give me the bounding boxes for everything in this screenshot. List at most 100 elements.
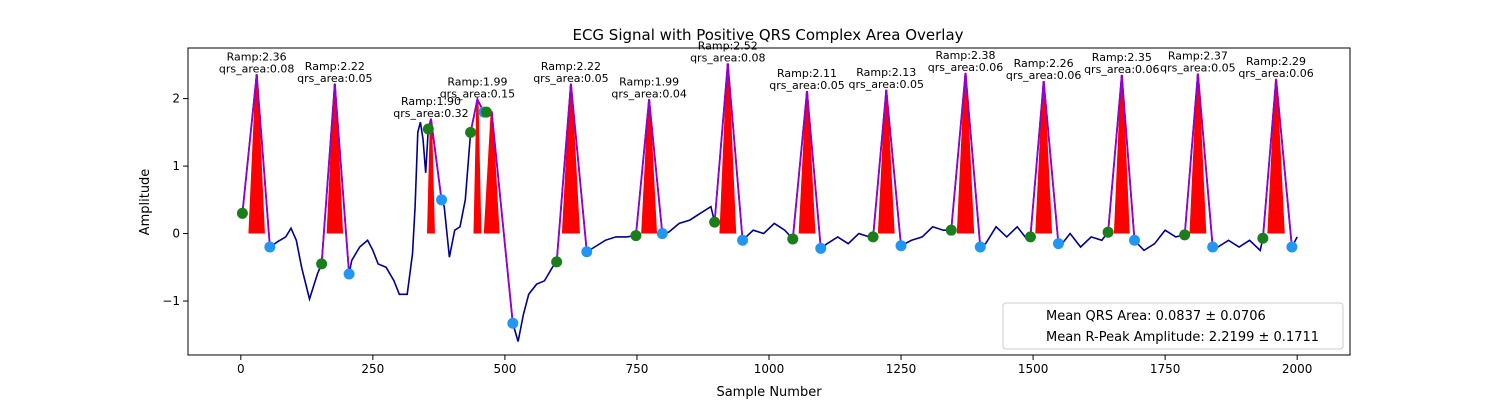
- qrs-onset-marker: [236, 207, 248, 219]
- qrs-area-label: qrs_area:0.05: [1160, 62, 1235, 75]
- x-tick-label: 2000: [1282, 362, 1313, 376]
- y-axis-label: Amplitude: [138, 169, 153, 236]
- x-axis-label: Sample Number: [716, 385, 822, 400]
- x-tick-label: 1500: [1018, 362, 1049, 376]
- qrs-segment-line: [241, 74, 271, 248]
- y-tick-label: 1: [172, 159, 180, 173]
- legend: Mean QRS Area: 0.0837 ± 0.0706 Mean R-Pe…: [1002, 302, 1344, 350]
- qrs-onset-marker: [1102, 226, 1114, 238]
- qrs-area-fill: [473, 99, 482, 234]
- qrs-area-fill: [1035, 81, 1053, 234]
- qrs-area-fill: [1189, 73, 1207, 234]
- r-peak-amplitude-label: Ramp:2.29: [1246, 55, 1306, 68]
- qrs-area-label: qrs_area:0.06: [1084, 63, 1159, 76]
- qrs-onset-marker: [709, 216, 721, 228]
- qrs-onset-marker: [551, 256, 563, 268]
- r-peak-amplitude-label: Ramp:2.38: [935, 49, 995, 62]
- legend-item-qrs-area: Mean QRS Area: 0.0837 ± 0.0706: [1046, 309, 1266, 324]
- qrs-area-fill: [1113, 74, 1130, 234]
- qrs-segment-line: [1262, 78, 1293, 248]
- qrs-onset-marker: [1024, 231, 1036, 243]
- r-peak-amplitude-label: Ramp:2.11: [777, 67, 837, 80]
- qrs-area-label: qrs_area:0.04: [611, 87, 686, 100]
- y-tick-label: 0: [172, 227, 180, 241]
- qrs-area-fill: [427, 118, 435, 234]
- qrs-onset-marker: [1257, 232, 1269, 244]
- qrs-area-fill: [248, 74, 265, 234]
- x-tick-label: 1250: [886, 362, 917, 376]
- r-peak-amplitude-label: Ramp:2.35: [1092, 51, 1152, 64]
- qrs-onset-marker: [465, 126, 477, 138]
- qrs-area-fill: [1267, 79, 1285, 234]
- y-tick-label: −1: [162, 294, 180, 308]
- qrs-offset-marker: [343, 268, 355, 280]
- r-peak-amplitude-label: Ramp:1.90: [401, 95, 461, 108]
- qrs-area-label: qrs_area:0.08: [219, 62, 294, 75]
- r-peak-amplitude-label: Ramp:1.99: [619, 75, 679, 88]
- r-peak-amplitude-label: Ramp:1.99: [447, 75, 507, 88]
- r-peak-amplitude-label: Ramp:2.36: [227, 50, 287, 63]
- chart-title: ECG Signal with Positive QRS Complex Are…: [572, 26, 963, 44]
- qrs-offset-marker: [1286, 241, 1298, 253]
- qrs-offset-marker: [895, 240, 907, 252]
- legend-box: [1002, 302, 1344, 350]
- r-peak-amplitude-label: Ramp:2.22: [305, 60, 365, 73]
- qrs-segment-line: [950, 72, 982, 248]
- qrs-offset-marker: [264, 241, 276, 253]
- qrs-segment-line: [320, 83, 350, 275]
- qrs-area-fill: [956, 72, 975, 234]
- qrs-area-fill: [483, 112, 500, 234]
- x-tick-label: 0: [237, 362, 245, 376]
- qrs-offset-marker: [1129, 234, 1141, 246]
- r-peak-amplitude-label: Ramp:2.52: [698, 40, 758, 53]
- qrs-offset-marker: [581, 246, 593, 258]
- qrs-area-label: qrs_area:0.05: [849, 78, 924, 91]
- qrs-onset-marker: [867, 231, 879, 243]
- qrs-offset-marker: [737, 234, 749, 246]
- qrs-area-label: qrs_area:0.05: [769, 79, 844, 92]
- qrs-segment-line: [635, 99, 664, 236]
- qrs-area-label: qrs_area:0.15: [440, 87, 515, 100]
- qrs-offset-marker: [1207, 241, 1219, 253]
- qrs-segment-line: [1107, 74, 1136, 241]
- qrs-onset-marker: [630, 230, 642, 242]
- r-peak-amplitude-label: Ramp:2.37: [1168, 50, 1228, 63]
- qrs-area-fill: [326, 83, 344, 234]
- plot-area: [236, 63, 1298, 342]
- x-tick-label: 500: [493, 362, 516, 376]
- qrs-area-label: qrs_area:0.06: [1238, 67, 1313, 80]
- qrs-offset-marker: [1052, 238, 1064, 250]
- qrs-offset-marker: [507, 317, 519, 329]
- qrs-onset-marker: [316, 258, 328, 270]
- x-axis: 0 250 500 750 1000 1250 1500 1750 2000: [237, 355, 1312, 376]
- y-axis: −1 0 1 2: [162, 92, 188, 308]
- qrs-area-label: qrs_area:0.08: [690, 52, 765, 65]
- qrs-segment-line: [1183, 73, 1214, 248]
- qrs-segment-line: [791, 91, 822, 249]
- qrs-area-fill: [719, 63, 737, 234]
- qrs-offset-marker: [974, 241, 986, 253]
- qrs-area-fill: [561, 83, 580, 234]
- qrs-offset-marker: [436, 194, 448, 206]
- qrs-onset-marker: [1179, 229, 1191, 241]
- qrs-area-fill: [877, 89, 895, 234]
- qrs-onset-marker: [945, 224, 957, 236]
- qrs-onset-marker: [787, 233, 799, 245]
- qrs-area-label: qrs_area:0.32: [393, 107, 468, 120]
- r-peak-amplitude-label: Ramp:2.13: [856, 66, 916, 79]
- qrs-offset-marker: [656, 228, 668, 240]
- qrs-offset-marker: [815, 242, 827, 254]
- qrs-segment-line: [555, 83, 588, 262]
- x-tick-label: 250: [361, 362, 384, 376]
- qrs-segment-line: [1029, 81, 1060, 244]
- qrs-segment-line: [872, 89, 902, 246]
- qrs-area-fill: [798, 91, 816, 234]
- qrs-area-label: qrs_area:0.06: [928, 61, 1003, 74]
- qrs-onset-marker: [422, 123, 434, 135]
- r-peak-amplitude-label: Ramp:2.26: [1014, 57, 1074, 70]
- qrs-area-fill: [641, 99, 658, 234]
- qrs-area-label: qrs_area:0.05: [533, 72, 608, 85]
- x-tick-label: 1000: [754, 362, 785, 376]
- qrs-onset-marker: [480, 106, 492, 118]
